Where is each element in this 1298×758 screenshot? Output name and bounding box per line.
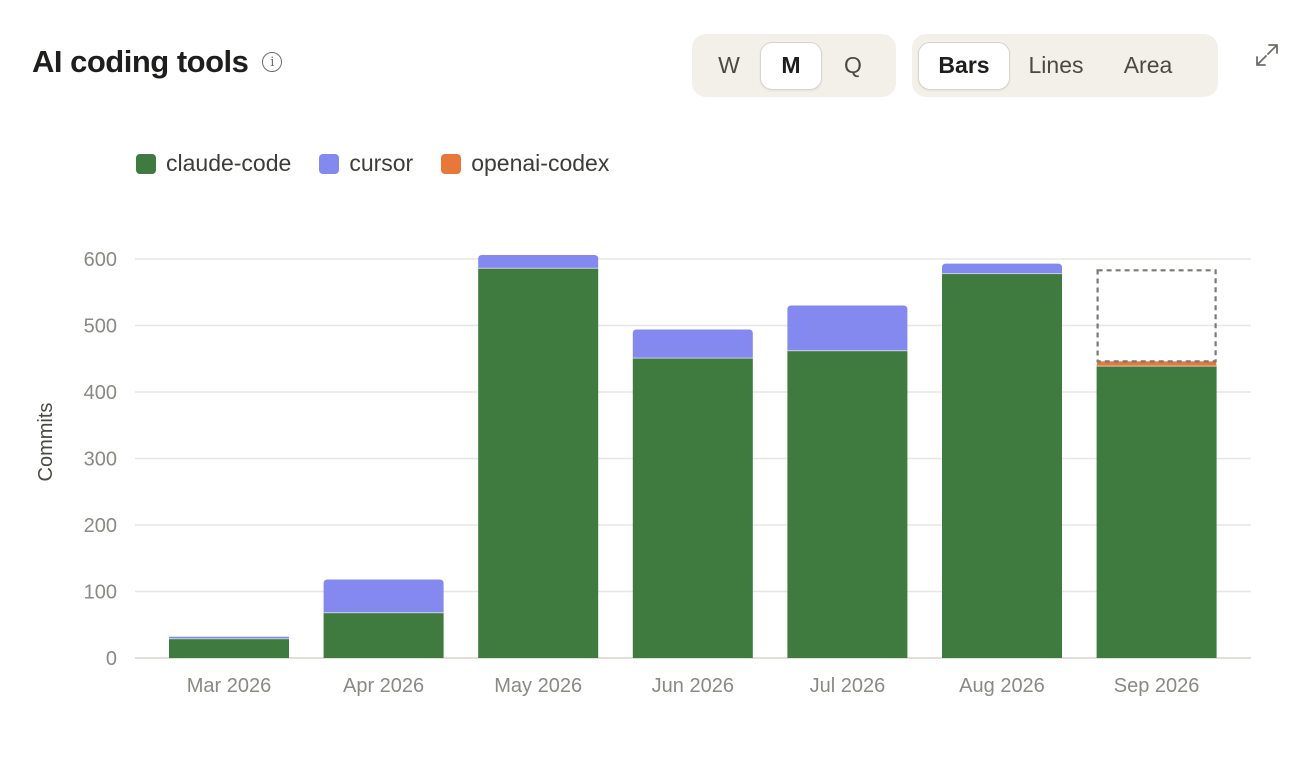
expand-icon[interactable]: [1254, 42, 1280, 68]
bar-segment-claude-code: [478, 268, 599, 658]
bar-segment-claude-code: [787, 350, 908, 658]
y-tick-label: 600: [84, 249, 117, 271]
bar-segment-claude-code: [632, 358, 753, 658]
legend-item-openai-codex[interactable]: openai-codex: [441, 150, 609, 177]
y-axis-label: Commits: [35, 403, 57, 482]
y-tick-label: 400: [84, 382, 117, 404]
view-toggle: Bars Lines Area: [912, 34, 1218, 97]
legend-item-cursor[interactable]: cursor: [319, 150, 413, 177]
legend-item-claude-code[interactable]: claude-code: [136, 150, 291, 177]
bar-segment-cursor: [632, 329, 753, 359]
legend-swatch: [319, 153, 340, 174]
bar-segment-openai-codex: [1096, 361, 1217, 367]
legend-label: cursor: [349, 150, 414, 176]
period-option-w[interactable]: W: [718, 52, 740, 78]
legend-swatch: [441, 153, 462, 174]
y-tick-label: 100: [84, 582, 117, 604]
bar-segment-cursor: [787, 305, 908, 351]
y-tick-label: 500: [84, 316, 117, 338]
y-tick-label: 200: [84, 515, 117, 537]
x-tick-label: Aug 2026: [959, 675, 1045, 697]
x-tick-label: Jun 2026: [652, 675, 734, 697]
bar-segment-cursor: [478, 255, 599, 269]
bar-segment-claude-code: [1096, 366, 1217, 658]
y-tick-label: 300: [84, 449, 117, 471]
legend-label: openai-codex: [471, 150, 610, 176]
x-tick-label: Sep 2026: [1114, 675, 1200, 697]
chart-legend: claude-code cursor openai-codex: [136, 150, 637, 177]
period-option-m[interactable]: M: [760, 41, 822, 90]
period-toggle: W M Q: [692, 34, 896, 97]
bar-segment-claude-code: [169, 638, 289, 658]
bar-segment-cursor: [323, 579, 444, 613]
x-tick-label: Jul 2026: [810, 675, 886, 697]
x-tick-label: Apr 2026: [343, 675, 424, 697]
view-option-area[interactable]: Area: [1123, 52, 1173, 78]
bar-segment-cursor: [169, 636, 289, 639]
bar-segment-cursor: [942, 263, 1062, 274]
legend-swatch: [136, 153, 156, 174]
projected-outline: [1096, 269, 1217, 363]
chart-title: AI coding tools: [32, 44, 249, 79]
period-option-q[interactable]: Q: [844, 52, 862, 78]
info-icon[interactable]: i: [262, 52, 283, 72]
bar-segment-claude-code: [942, 273, 1062, 658]
view-option-lines[interactable]: Lines: [1028, 52, 1084, 78]
view-option-bars[interactable]: Bars: [918, 41, 1010, 90]
bar-segment-claude-code: [323, 612, 444, 658]
legend-label: claude-code: [166, 150, 292, 176]
chart-header: AI coding tools i: [32, 40, 283, 84]
x-tick-label: May 2026: [494, 675, 582, 697]
x-tick-label: Mar 2026: [187, 675, 272, 697]
y-tick-label: 0: [106, 648, 117, 670]
